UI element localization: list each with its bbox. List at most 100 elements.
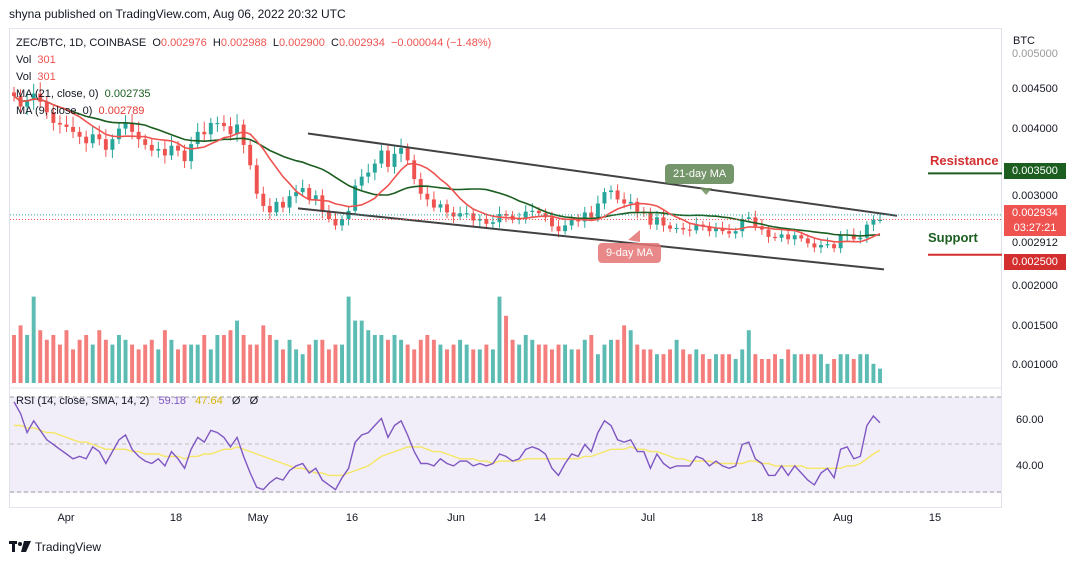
volume-label-2[interactable]: Vol <box>16 71 32 83</box>
candle-body[interactable] <box>635 201 640 212</box>
candle-body[interactable] <box>71 126 76 132</box>
candle-body[interactable] <box>77 131 82 137</box>
candle-body[interactable] <box>300 188 305 193</box>
candle-body[interactable] <box>149 144 154 151</box>
candle-body[interactable] <box>523 211 528 219</box>
symbol-name[interactable]: ZEC/BTC, 1D, COINBASE <box>16 37 147 49</box>
candle-body[interactable] <box>189 144 194 162</box>
candle-body[interactable] <box>589 212 594 218</box>
candle-body[interactable] <box>707 226 712 232</box>
candle-body[interactable] <box>307 188 312 200</box>
candle-body[interactable] <box>825 244 830 246</box>
candle-body[interactable] <box>90 134 95 144</box>
trend-channel-upper[interactable] <box>307 132 898 217</box>
candle-body[interactable] <box>38 93 43 102</box>
candle-body[interactable] <box>405 148 410 161</box>
chart-frame[interactable] <box>9 28 1002 508</box>
candle-body[interactable] <box>340 218 344 226</box>
candle-body[interactable] <box>668 225 673 229</box>
ma21-legend-label[interactable]: MA (21, close, 0) <box>16 88 99 100</box>
footer-brand[interactable]: TradingView <box>35 540 102 554</box>
candle-body[interactable] <box>294 192 299 197</box>
candle-body[interactable] <box>169 145 174 156</box>
candle-body[interactable] <box>44 101 49 113</box>
candle-body[interactable] <box>484 218 489 224</box>
candle-body[interactable] <box>648 213 653 225</box>
candle-body[interactable] <box>51 112 56 123</box>
candle-body[interactable] <box>746 217 751 219</box>
candle-body[interactable] <box>864 224 869 238</box>
candle-body[interactable] <box>654 217 659 225</box>
candle-body[interactable] <box>208 122 213 135</box>
candle-body[interactable] <box>57 122 62 125</box>
candle-body[interactable] <box>727 231 732 234</box>
candle-body[interactable] <box>878 219 882 221</box>
candle-body[interactable] <box>399 148 404 154</box>
candle-body[interactable] <box>851 234 856 240</box>
candle-body[interactable] <box>143 139 148 145</box>
candle-body[interactable] <box>392 153 397 167</box>
candle-body[interactable] <box>274 201 279 213</box>
candle-body[interactable] <box>228 126 233 135</box>
candle-body[interactable] <box>471 213 476 221</box>
candle-body[interactable] <box>871 219 876 225</box>
candle-body[interactable] <box>333 218 338 226</box>
candle-body[interactable] <box>477 218 482 221</box>
candle-body[interactable] <box>451 212 456 217</box>
candle-body[interactable] <box>832 244 837 249</box>
candle-body[interactable] <box>97 134 102 140</box>
volume-label[interactable]: Vol <box>16 54 32 66</box>
candle-body[interactable] <box>202 131 207 135</box>
candle-body[interactable] <box>786 234 791 240</box>
ma9-legend-label[interactable]: MA (9, close, 0) <box>16 105 93 117</box>
candle-body[interactable] <box>569 218 574 226</box>
candle-body[interactable] <box>103 139 108 150</box>
candle-body[interactable] <box>359 176 364 186</box>
candle-body[interactable] <box>241 124 246 145</box>
candle-body[interactable] <box>687 229 692 231</box>
candle-body[interactable] <box>372 163 377 173</box>
candle-body[interactable] <box>117 128 121 140</box>
candle-body[interactable] <box>425 193 430 200</box>
candle-body[interactable] <box>12 92 16 97</box>
tradingview-logo-icon[interactable] <box>9 541 31 553</box>
candle-body[interactable] <box>753 217 758 227</box>
candle-body[interactable] <box>156 148 161 151</box>
candle-body[interactable] <box>123 122 128 129</box>
candle-body[interactable] <box>779 234 784 238</box>
candle-body[interactable] <box>773 236 777 239</box>
candle-body[interactable] <box>805 238 810 244</box>
candle-body[interactable] <box>792 235 797 240</box>
candle-body[interactable] <box>320 195 325 212</box>
candle-body[interactable] <box>379 150 384 164</box>
candle-body[interactable] <box>536 210 541 214</box>
candle-body[interactable] <box>609 190 613 193</box>
candle-body[interactable] <box>431 199 436 208</box>
candle-body[interactable] <box>176 145 180 151</box>
candle-body[interactable] <box>602 192 607 204</box>
candle-body[interactable] <box>661 217 666 226</box>
candle-body[interactable] <box>766 229 771 237</box>
candle-body[interactable] <box>287 196 292 208</box>
candle-body[interactable] <box>464 213 469 215</box>
candle-body[interactable] <box>353 185 358 211</box>
candle-body[interactable] <box>615 190 620 200</box>
candle-body[interactable] <box>313 195 318 200</box>
candle-body[interactable] <box>530 210 535 213</box>
candle-body[interactable] <box>445 204 449 213</box>
candle-body[interactable] <box>215 122 220 125</box>
candle-body[interactable] <box>438 204 443 208</box>
candle-body[interactable] <box>110 139 115 150</box>
candle-body[interactable] <box>595 203 600 218</box>
candle-body[interactable] <box>497 214 502 223</box>
candle-body[interactable] <box>582 212 587 222</box>
candle-body[interactable] <box>412 160 417 180</box>
candle-body[interactable] <box>550 217 554 227</box>
candle-body[interactable] <box>84 136 89 144</box>
candle-body[interactable] <box>195 131 200 145</box>
candle-body[interactable] <box>628 201 633 204</box>
candle-body[interactable] <box>720 227 725 232</box>
candle-body[interactable] <box>385 150 390 167</box>
candle-body[interactable] <box>248 144 253 166</box>
